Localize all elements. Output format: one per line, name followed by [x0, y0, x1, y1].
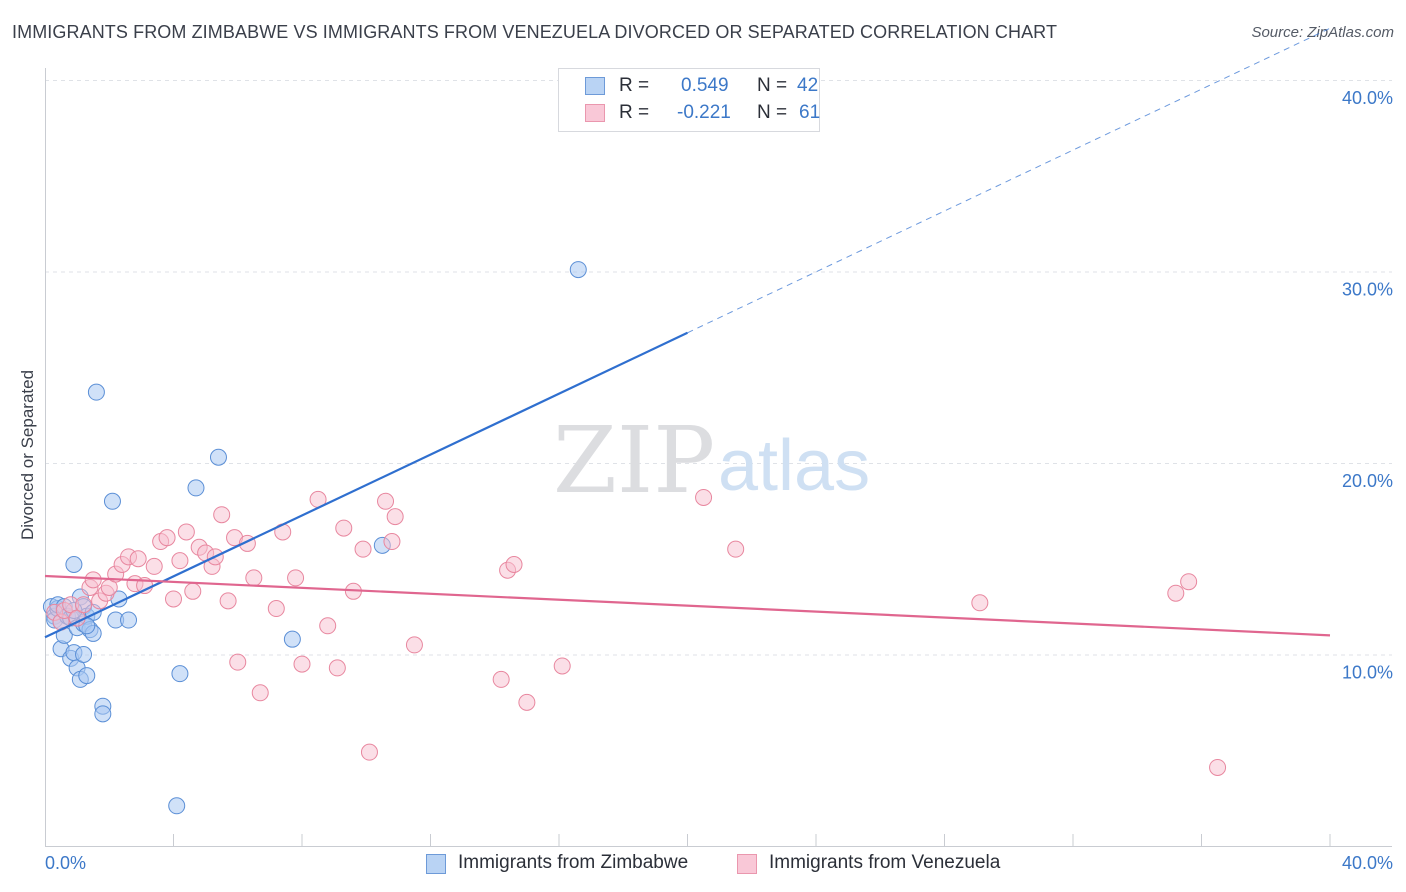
data-point-venezuela — [386, 508, 404, 526]
data-point-zimbabwe — [171, 665, 189, 683]
correlation-legend: R = 0.549 N = 42 R = -0.221 N = 61 — [558, 68, 820, 132]
data-point-zimbabwe — [75, 646, 93, 663]
data-point-venezuela — [219, 592, 237, 610]
tick-labels: 10.0% 20.0% 30.0% 40.0% 0.0% 40.0% — [45, 88, 1393, 873]
data-point-venezuela — [251, 684, 269, 702]
legend-n-value: 61 — [799, 102, 821, 123]
x-tick-label: 40.0% — [1342, 853, 1393, 873]
y-tick-label: 20.0% — [1342, 471, 1393, 491]
data-point-zimbabwe — [187, 479, 205, 497]
series-zimbabwe-points — [42, 261, 587, 815]
data-point-venezuela — [158, 529, 176, 547]
data-point-venezuela — [1180, 573, 1198, 591]
data-point-zimbabwe — [65, 555, 83, 573]
bottom-legend-label-zimbabwe: Immigrants from Zimbabwe — [458, 852, 689, 873]
legend-r-label: R = — [619, 75, 650, 96]
data-point-venezuela — [405, 636, 423, 654]
legend-r-value: -0.221 — [677, 102, 731, 123]
data-point-venezuela — [1167, 584, 1185, 602]
data-point-zimbabwe — [87, 383, 105, 401]
bottom-legend-label-venezuela: Immigrants from Venezuela — [769, 852, 1001, 873]
x-tick-label: 0.0% — [45, 853, 86, 873]
data-point-zimbabwe — [78, 667, 96, 685]
y-axis-label: Divorced or Separated — [18, 369, 37, 541]
data-point-venezuela — [171, 552, 189, 570]
data-point-venezuela — [129, 550, 147, 568]
data-point-venezuela — [293, 655, 311, 673]
data-point-zimbabwe — [120, 611, 138, 629]
y-tick-label: 40.0% — [1342, 88, 1393, 108]
data-point-venezuela — [492, 670, 510, 688]
data-point-venezuela — [245, 569, 263, 587]
data-point-venezuela — [335, 519, 353, 537]
series-venezuela-points — [46, 488, 1227, 776]
legend-r-value: 0.549 — [681, 75, 729, 96]
data-point-venezuela — [213, 506, 231, 524]
data-point-venezuela — [377, 492, 395, 510]
watermark-zip: ZIP — [553, 407, 715, 514]
legend-r-label: R = — [619, 102, 650, 123]
data-point-venezuela — [383, 533, 401, 551]
data-point-venezuela — [505, 555, 523, 573]
data-point-zimbabwe — [209, 448, 227, 466]
source-credit: Source: ZipAtlas.com — [1251, 24, 1394, 41]
trend-line-zimbabwe-extension — [687, 27, 1331, 334]
trend-line-zimbabwe — [44, 331, 688, 639]
data-point-venezuela — [319, 617, 337, 635]
chart-title: IMMIGRANTS FROM ZIMBABWE VS IMMIGRANTS F… — [12, 22, 1058, 42]
data-point-venezuela — [328, 659, 346, 677]
data-point-venezuela — [184, 582, 202, 600]
data-point-venezuela — [553, 657, 571, 675]
data-point-venezuela — [75, 596, 93, 614]
data-point-venezuela — [360, 743, 378, 761]
watermark-atlas: atlas — [718, 426, 870, 506]
y-tick-label: 30.0% — [1342, 280, 1393, 300]
data-point-venezuela — [229, 653, 247, 671]
data-point-venezuela — [971, 594, 989, 612]
data-point-venezuela — [354, 540, 372, 558]
data-point-venezuela — [165, 590, 182, 608]
data-point-venezuela — [145, 557, 163, 575]
data-point-zimbabwe — [569, 261, 587, 279]
bottom-legend-swatch-zimbabwe — [426, 854, 446, 874]
data-point-venezuela — [727, 540, 745, 558]
data-point-zimbabwe — [103, 492, 121, 510]
data-point-venezuela — [267, 600, 285, 618]
bottom-legend-swatch-venezuela — [737, 854, 757, 874]
y-tick-label: 10.0% — [1342, 663, 1393, 683]
data-point-venezuela — [84, 571, 102, 589]
legend-swatch-venezuela — [585, 104, 605, 122]
data-point-venezuela — [518, 693, 536, 711]
watermark: ZIP atlas — [553, 407, 870, 514]
legend-swatch-zimbabwe — [585, 77, 605, 95]
legend-n-value: 42 — [797, 75, 819, 96]
data-point-venezuela — [1209, 758, 1227, 776]
data-point-venezuela — [177, 523, 195, 541]
data-point-zimbabwe — [94, 705, 112, 723]
data-point-zimbabwe — [168, 797, 186, 815]
axes — [45, 68, 1392, 847]
trend-line-venezuela — [44, 574, 1331, 637]
legend-n-label: N = — [757, 102, 788, 123]
data-point-zimbabwe — [283, 630, 301, 648]
grid-lines — [45, 80, 1392, 656]
trend-lines — [44, 27, 1331, 639]
data-point-venezuela — [695, 488, 713, 506]
legend-n-label: N = — [757, 75, 788, 96]
data-point-venezuela — [287, 569, 305, 587]
